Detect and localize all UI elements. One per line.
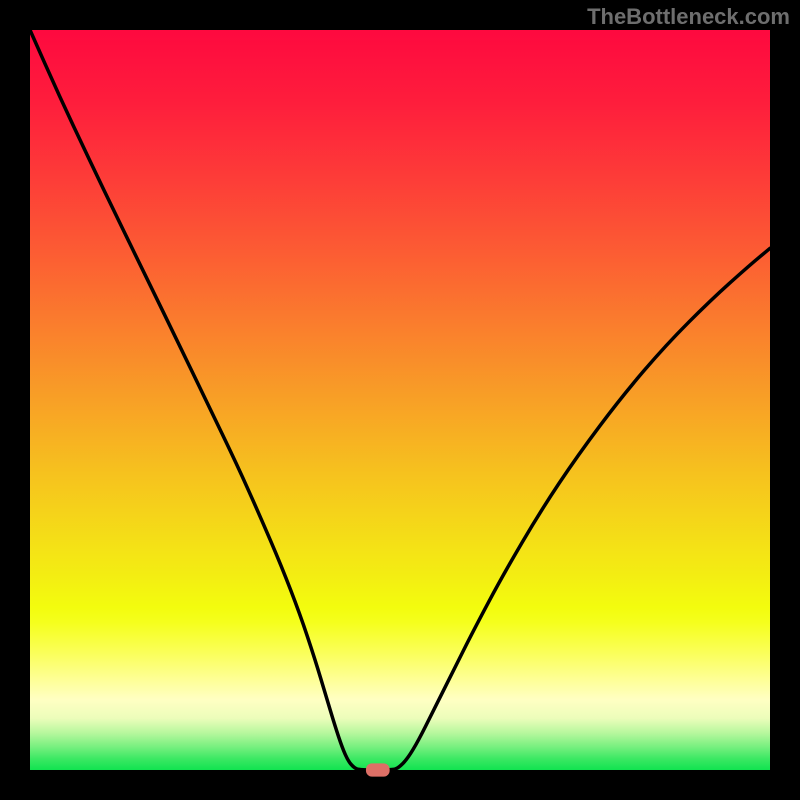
valley-marker bbox=[366, 763, 390, 776]
bottleneck-chart: TheBottleneck.com bbox=[0, 0, 800, 800]
chart-svg bbox=[0, 0, 800, 800]
watermark-text: TheBottleneck.com bbox=[587, 4, 790, 30]
plot-area bbox=[30, 30, 770, 770]
